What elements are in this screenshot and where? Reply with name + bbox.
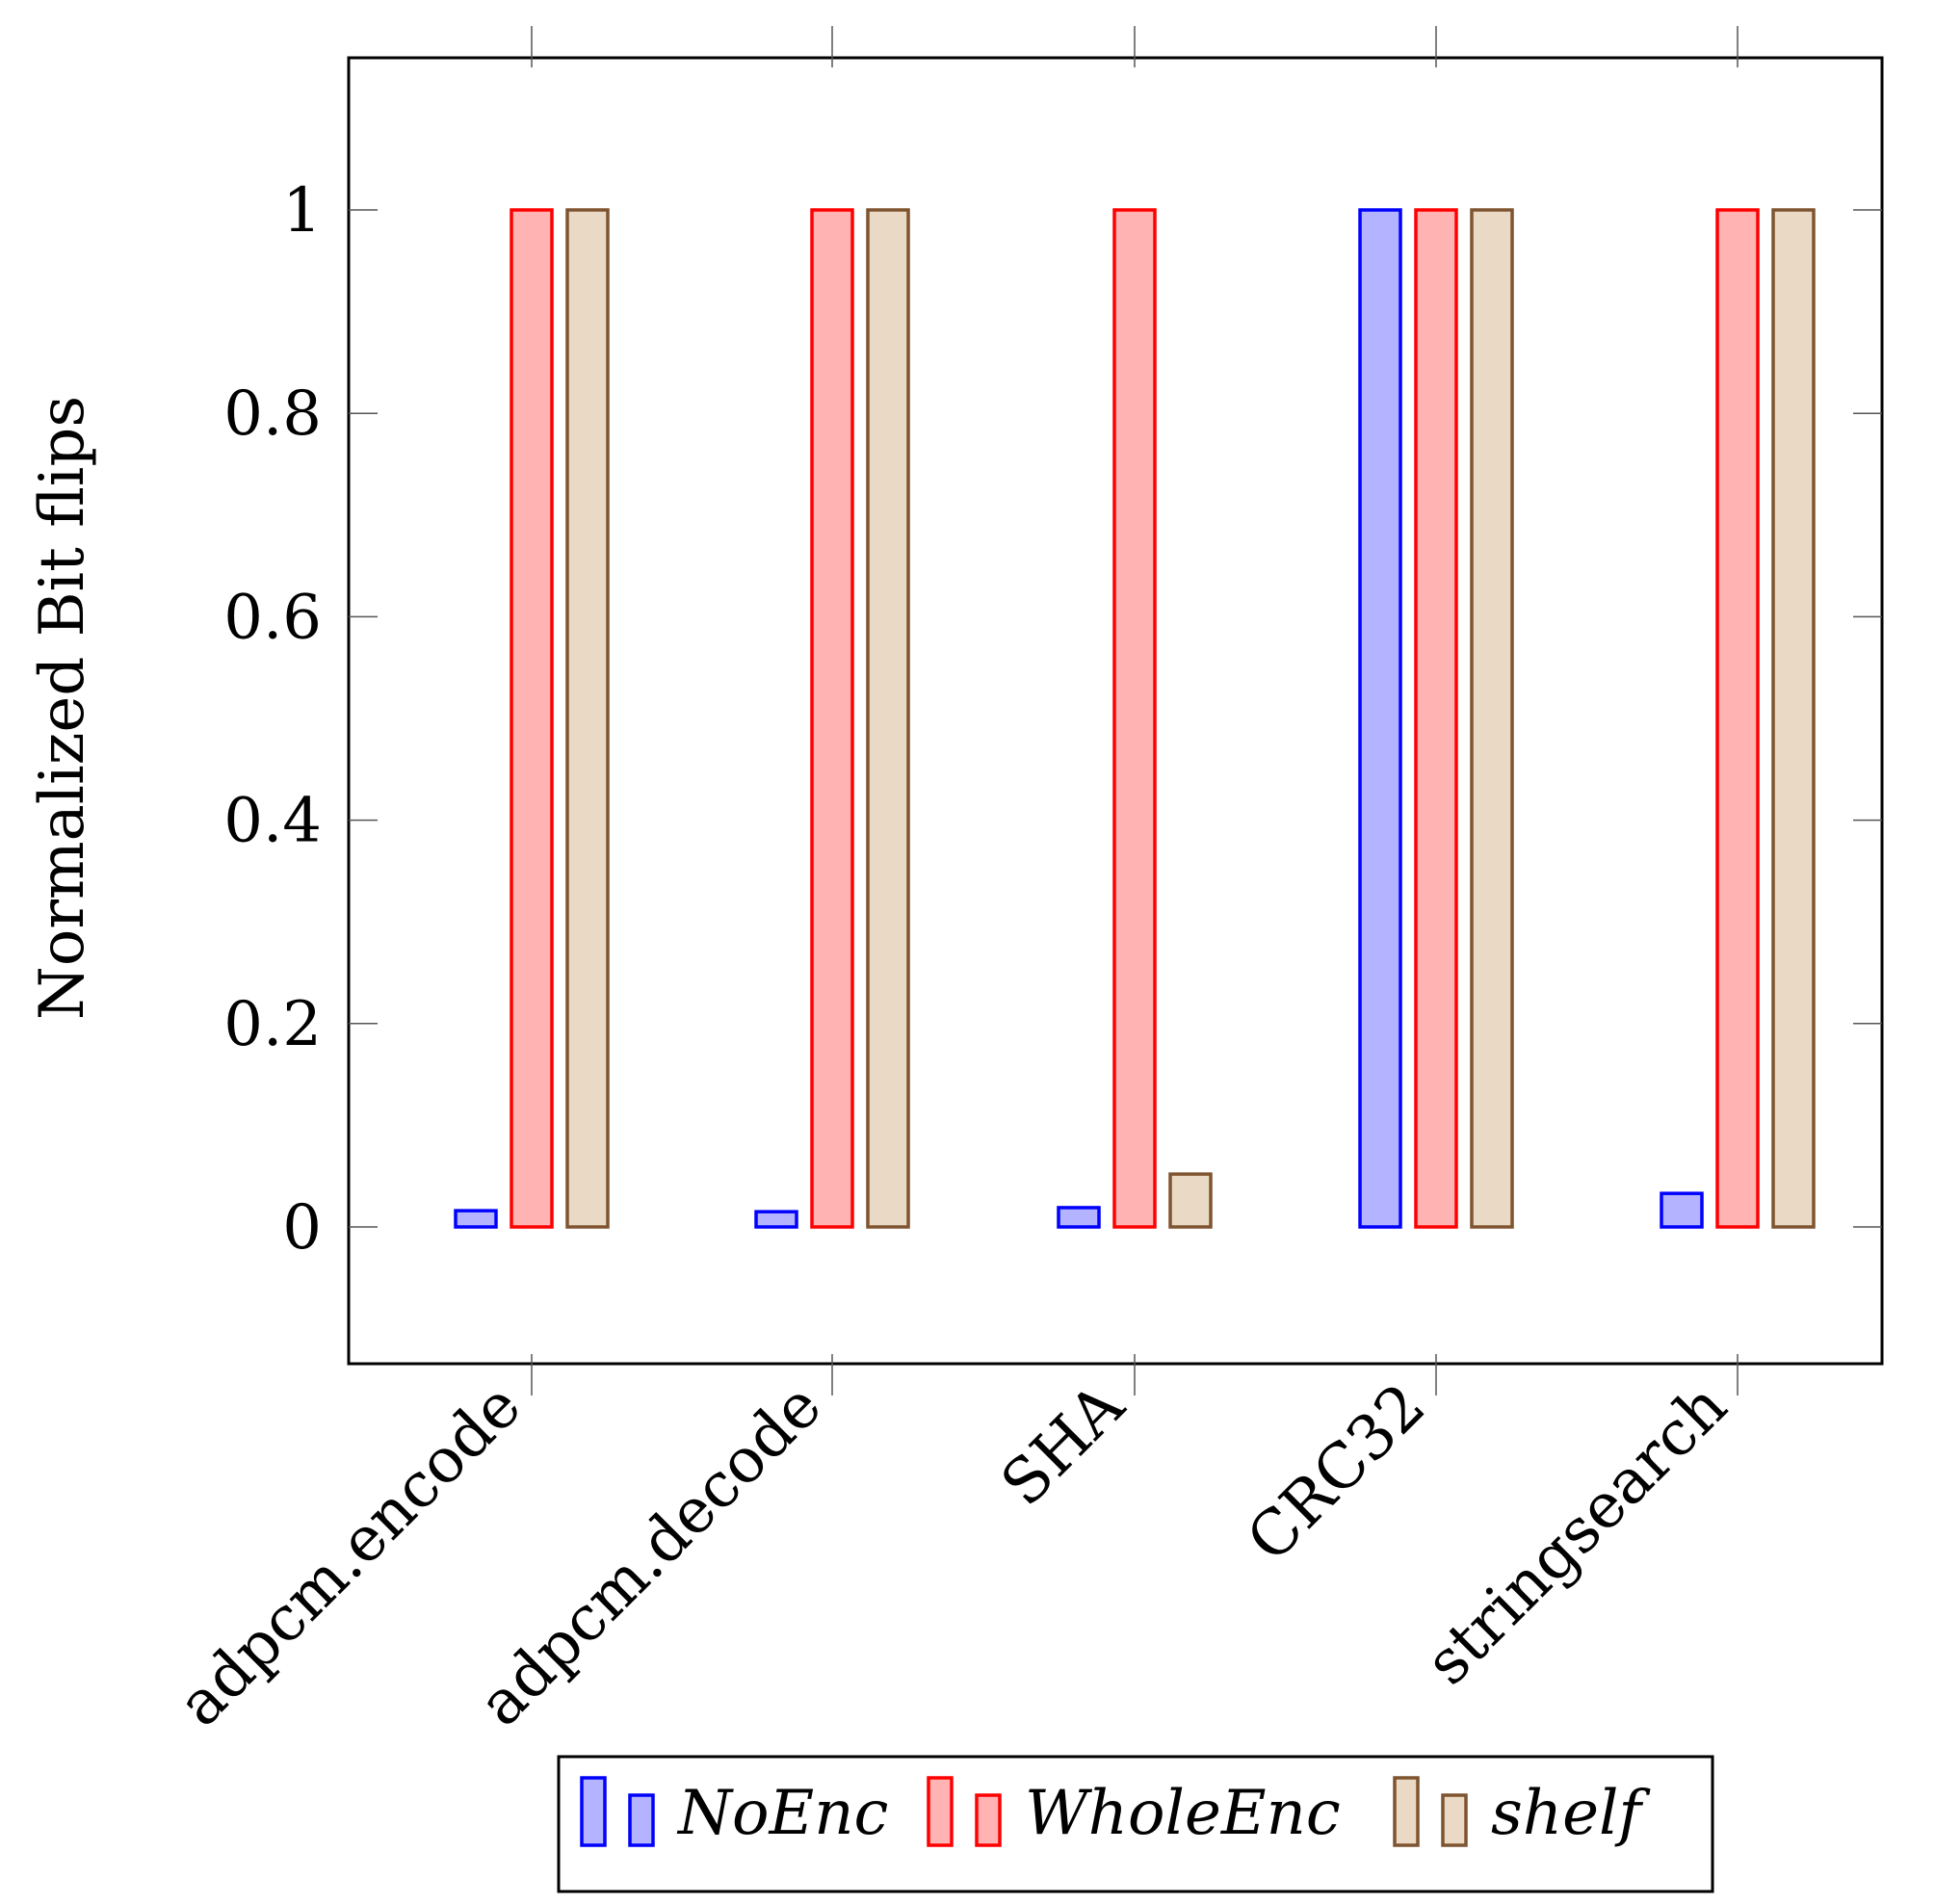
bar-shelf-adpcm-decode: [866, 208, 910, 1229]
legend-swatch-noenc-small: [628, 1793, 655, 1847]
bar-wholeenc-adpcm-decode: [810, 208, 854, 1229]
bar-wholeenc-adpcm-encode: [510, 208, 554, 1229]
bar-wholeenc-stringsearch: [1715, 208, 1760, 1229]
y-tick-label: 0.2: [223, 989, 322, 1060]
y-tick-label: 1: [282, 175, 322, 247]
bar-shelf-sha: [1168, 1172, 1213, 1229]
legend-swatch-shelf-small: [1441, 1793, 1468, 1847]
legend-swatch-wholeenc: [927, 1776, 954, 1847]
x-tick-label: SHA: [988, 1369, 1138, 1520]
bar-noenc-stringsearch: [1660, 1191, 1704, 1229]
bar-shelf-stringsearch: [1771, 208, 1816, 1229]
legend: NoEnc WholeEnc shelf: [557, 1755, 1714, 1893]
bar-noenc-sha: [1057, 1206, 1101, 1229]
y-tick-label: 0.6: [223, 582, 322, 653]
bar-wholeenc-crc32: [1414, 208, 1458, 1229]
axes-frame: [347, 56, 1884, 1366]
legend-swatch-shelf: [1393, 1776, 1420, 1847]
bar-noenc-adpcm-decode: [754, 1210, 798, 1229]
y-tick-label: 0.8: [223, 378, 322, 450]
bar-noenc-adpcm-encode: [454, 1209, 498, 1229]
legend-label-wholeenc: WholeEnc: [1025, 1778, 1341, 1849]
legend-swatch-noenc: [580, 1776, 607, 1847]
bar-shelf-adpcm-encode: [565, 208, 610, 1229]
plot-area: [454, 208, 1816, 1229]
bar-noenc-crc32: [1358, 208, 1402, 1229]
legend-box: [557, 1755, 1714, 1893]
y-axis-title: Normalized Bit flips: [27, 396, 98, 1020]
legend-label-noenc: NoEnc: [676, 1778, 888, 1849]
bar-shelf-crc32: [1470, 208, 1514, 1229]
x-tick-label: CRC32: [1234, 1370, 1439, 1576]
legend-label-shelf: shelf: [1491, 1778, 1651, 1849]
y-tick-label: 0.4: [223, 786, 322, 857]
y-tick-label: 0: [282, 1192, 322, 1264]
legend-swatch-wholeenc-small: [975, 1793, 1002, 1847]
bar-wholeenc-sha: [1112, 208, 1157, 1229]
x-tick-label: stringsearch: [1412, 1370, 1740, 1699]
